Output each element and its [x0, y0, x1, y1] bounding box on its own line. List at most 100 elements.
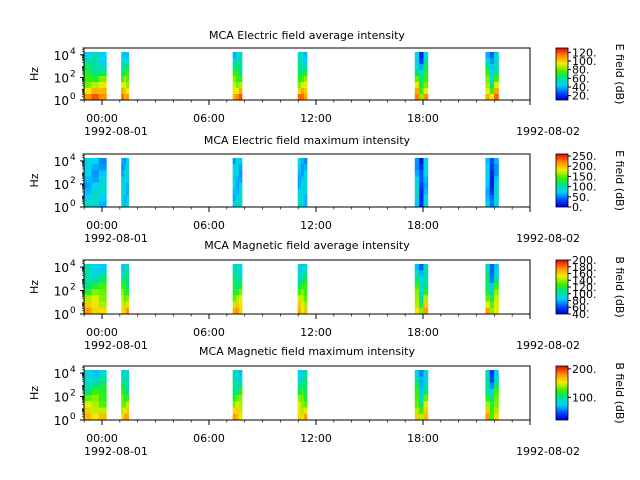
x-tick-label: 18:00 — [407, 219, 439, 232]
heatmap-cell — [84, 407, 92, 415]
heatmap-cell — [123, 264, 127, 271]
x-tick-label: 12:00 — [300, 219, 332, 232]
heatmap-cell — [423, 64, 429, 71]
heatmap-cell — [297, 182, 302, 190]
heatmap-cell — [238, 70, 243, 77]
heatmap-cell — [494, 401, 499, 408]
heatmap-cell — [126, 176, 129, 183]
heatmap-cell — [414, 52, 420, 59]
heatmap-cell — [489, 301, 495, 309]
heatmap-cell — [414, 164, 420, 171]
heatmap-cell — [238, 182, 243, 190]
heatmap-cell — [232, 289, 237, 296]
heatmap-cell — [123, 70, 127, 77]
colorbar-tick-label: 120. — [572, 46, 597, 59]
heatmap-cell — [300, 395, 305, 402]
heatmap-cell — [423, 194, 429, 202]
heatmap-cell — [423, 388, 429, 396]
heatmap-cell — [489, 76, 495, 83]
heatmap-cell — [84, 395, 92, 402]
heatmap-cell — [303, 200, 308, 208]
heatmap-cell — [126, 264, 129, 271]
heatmap-cell — [485, 76, 491, 83]
heatmap-cell — [494, 170, 499, 177]
heatmap-cell — [91, 382, 100, 390]
heatmap-cell — [303, 401, 308, 408]
heatmap-cell — [84, 289, 92, 296]
heatmap-cell — [98, 370, 107, 377]
x-tick-label: 18:00 — [407, 432, 439, 445]
heatmap-cell — [297, 307, 302, 315]
y-tick-exponent: 4 — [70, 259, 76, 269]
heatmap-cell — [300, 158, 305, 165]
heatmap-cell — [297, 158, 302, 165]
data-interval-6 — [485, 370, 499, 421]
heatmap-cell — [121, 401, 125, 408]
heatmap-cell — [297, 188, 302, 196]
heatmap-cell — [84, 295, 92, 302]
heatmap-cell — [414, 276, 420, 284]
heatmap-cell — [232, 264, 237, 271]
x-tick-label: 06:00 — [193, 219, 225, 232]
heatmap-cell — [238, 295, 243, 302]
heatmap-cell — [98, 276, 107, 284]
data-interval-5 — [414, 370, 429, 421]
heatmap-cell — [121, 158, 125, 165]
heatmap-cell — [423, 158, 429, 165]
heatmap-cell — [126, 70, 129, 77]
heatmap-cell — [232, 301, 237, 309]
heatmap-cell — [414, 188, 420, 196]
data-interval-2 — [121, 370, 129, 421]
heatmap-cell — [414, 289, 420, 296]
heatmap-cell — [489, 370, 495, 377]
heatmap-cell — [414, 301, 420, 309]
x-date-label-start: 1992-08-01 — [84, 445, 148, 458]
heatmap-cell — [489, 158, 495, 165]
y-tick-label: 10 — [54, 94, 69, 108]
heatmap-cell — [489, 170, 495, 177]
heatmap-cell — [303, 70, 308, 77]
heatmap-cell — [300, 270, 305, 277]
heatmap-cell — [238, 370, 243, 377]
heatmap-cell — [98, 388, 107, 396]
panel-title: MCA Electric field maximum intensity — [204, 134, 411, 147]
heatmap-cell — [98, 188, 107, 196]
heatmap-cell — [485, 64, 491, 71]
y-tick-label: 10 — [54, 201, 69, 215]
heatmap-cell — [91, 395, 100, 402]
heatmap-cell — [91, 182, 100, 190]
data-interval-4 — [297, 264, 308, 315]
heatmap-cell — [91, 289, 100, 296]
heatmap-cell — [126, 407, 129, 415]
heatmap-cell — [297, 395, 302, 402]
heatmap-cell — [123, 94, 127, 101]
heatmap-cell — [419, 289, 424, 296]
heatmap-cell — [91, 301, 100, 309]
heatmap-cell — [423, 94, 429, 101]
heatmap-cell — [423, 52, 429, 59]
heatmap-cell — [238, 413, 243, 421]
heatmap-cell — [235, 395, 240, 402]
heatmap-cell — [123, 307, 127, 315]
x-tick-label: 00:00 — [86, 326, 118, 339]
data-interval-4 — [297, 52, 308, 101]
heatmap-cell — [489, 413, 495, 421]
heatmap-cell — [91, 188, 100, 196]
heatmap-cell — [485, 176, 491, 183]
y-tick-exponent: 4 — [70, 365, 76, 375]
heatmap-cell — [235, 370, 240, 377]
heatmap-cell — [91, 82, 100, 89]
heatmap-cell — [300, 64, 305, 71]
heatmap-cell — [297, 52, 302, 59]
heatmap-cell — [235, 70, 240, 77]
x-tick-label: 06:00 — [193, 112, 225, 125]
heatmap-cell — [235, 82, 240, 89]
heatmap-cell — [423, 401, 429, 408]
heatmap-cell — [303, 382, 308, 390]
heatmap-cell — [238, 289, 243, 296]
heatmap-cell — [414, 307, 420, 315]
heatmap-cell — [235, 382, 240, 390]
y-tick-exponent: 0 — [70, 306, 76, 316]
y-tick-label: 10 — [54, 285, 69, 299]
heatmap-cell — [238, 282, 243, 290]
